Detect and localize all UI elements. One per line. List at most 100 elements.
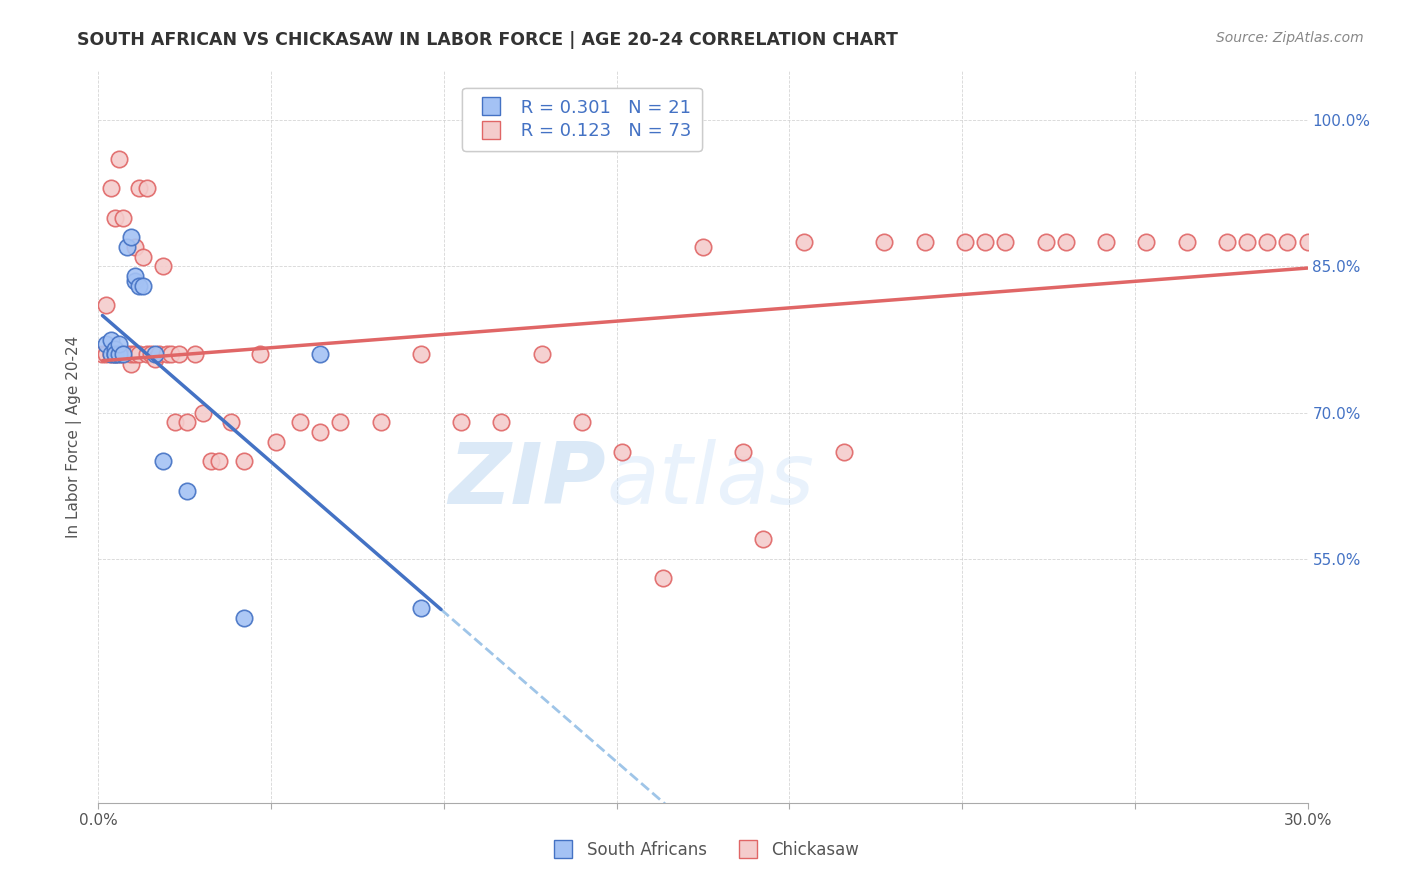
Point xyxy=(571,416,593,430)
Point xyxy=(651,572,673,586)
Point xyxy=(91,347,114,361)
Point xyxy=(1054,235,1077,249)
Point xyxy=(1398,235,1406,249)
Point xyxy=(309,425,332,440)
Point xyxy=(232,610,254,624)
Point xyxy=(135,181,157,195)
Point xyxy=(184,347,207,361)
Point xyxy=(249,347,271,361)
Text: Source: ZipAtlas.com: Source: ZipAtlas.com xyxy=(1216,31,1364,45)
Point xyxy=(139,347,162,361)
Point xyxy=(450,416,472,430)
Point xyxy=(530,347,553,361)
Point xyxy=(124,274,146,288)
Point xyxy=(1216,235,1239,249)
Point xyxy=(1256,235,1278,249)
Point xyxy=(309,347,332,361)
Point xyxy=(124,347,146,361)
Text: ZIP: ZIP xyxy=(449,440,606,523)
Point xyxy=(409,347,432,361)
Point xyxy=(288,416,311,430)
Point xyxy=(152,260,174,274)
Point xyxy=(111,347,134,361)
Point xyxy=(135,347,157,361)
Point xyxy=(491,416,513,430)
Point xyxy=(1095,235,1118,249)
Point xyxy=(107,337,129,351)
Point xyxy=(128,181,150,195)
Point xyxy=(96,347,118,361)
Point xyxy=(124,269,146,284)
Point xyxy=(107,347,129,361)
Point xyxy=(120,357,142,371)
Text: SOUTH AFRICAN VS CHICKASAW IN LABOR FORCE | AGE 20-24 CORRELATION CHART: SOUTH AFRICAN VS CHICKASAW IN LABOR FORC… xyxy=(77,31,898,49)
Point xyxy=(103,347,125,361)
Point xyxy=(103,343,125,357)
Point xyxy=(692,240,714,254)
Point xyxy=(156,347,179,361)
Point xyxy=(1236,235,1258,249)
Point xyxy=(370,416,392,430)
Point xyxy=(100,347,122,361)
Point xyxy=(974,235,997,249)
Point xyxy=(1035,235,1057,249)
Text: atlas: atlas xyxy=(606,440,814,523)
Point xyxy=(167,347,190,361)
Point xyxy=(793,235,815,249)
Point xyxy=(107,152,129,166)
Point xyxy=(1277,235,1299,249)
Point xyxy=(148,347,170,361)
Point xyxy=(264,434,287,449)
Point xyxy=(873,235,896,249)
Point xyxy=(612,444,634,458)
Point xyxy=(176,416,198,430)
Point xyxy=(832,444,855,458)
Y-axis label: In Labor Force | Age 20-24: In Labor Force | Age 20-24 xyxy=(66,336,83,538)
Point xyxy=(914,235,936,249)
Legend: South Africans, Chickasaw: South Africans, Chickasaw xyxy=(540,835,866,866)
Point xyxy=(163,416,186,430)
Point xyxy=(1316,235,1339,249)
Point xyxy=(160,347,183,361)
Point xyxy=(107,347,129,361)
Point xyxy=(1175,235,1198,249)
Point xyxy=(103,347,125,361)
Point xyxy=(409,600,432,615)
Point xyxy=(120,230,142,244)
Point xyxy=(733,444,755,458)
Point xyxy=(1296,235,1319,249)
Point xyxy=(1337,235,1360,249)
Point xyxy=(111,347,134,361)
Point xyxy=(115,240,138,254)
Point xyxy=(128,279,150,293)
Point xyxy=(208,454,231,468)
Point xyxy=(143,347,166,361)
Point xyxy=(143,352,166,367)
Point xyxy=(994,235,1017,249)
Point xyxy=(96,298,118,312)
Point xyxy=(752,533,775,547)
Point xyxy=(103,211,125,225)
Point xyxy=(100,181,122,195)
Point xyxy=(1357,235,1379,249)
Point xyxy=(152,454,174,468)
Point xyxy=(1376,235,1399,249)
Point xyxy=(100,333,122,347)
Point xyxy=(100,347,122,361)
Point xyxy=(329,416,352,430)
Point xyxy=(953,235,976,249)
Point xyxy=(193,406,215,420)
Point xyxy=(128,347,150,361)
Point xyxy=(132,250,155,264)
Point xyxy=(111,211,134,225)
Point xyxy=(1135,235,1157,249)
Point xyxy=(96,337,118,351)
Point xyxy=(221,416,243,430)
Point xyxy=(103,347,125,361)
Point xyxy=(115,347,138,361)
Point xyxy=(176,483,198,498)
Point xyxy=(132,279,155,293)
Point xyxy=(200,454,222,468)
Point xyxy=(120,347,142,361)
Point xyxy=(232,454,254,468)
